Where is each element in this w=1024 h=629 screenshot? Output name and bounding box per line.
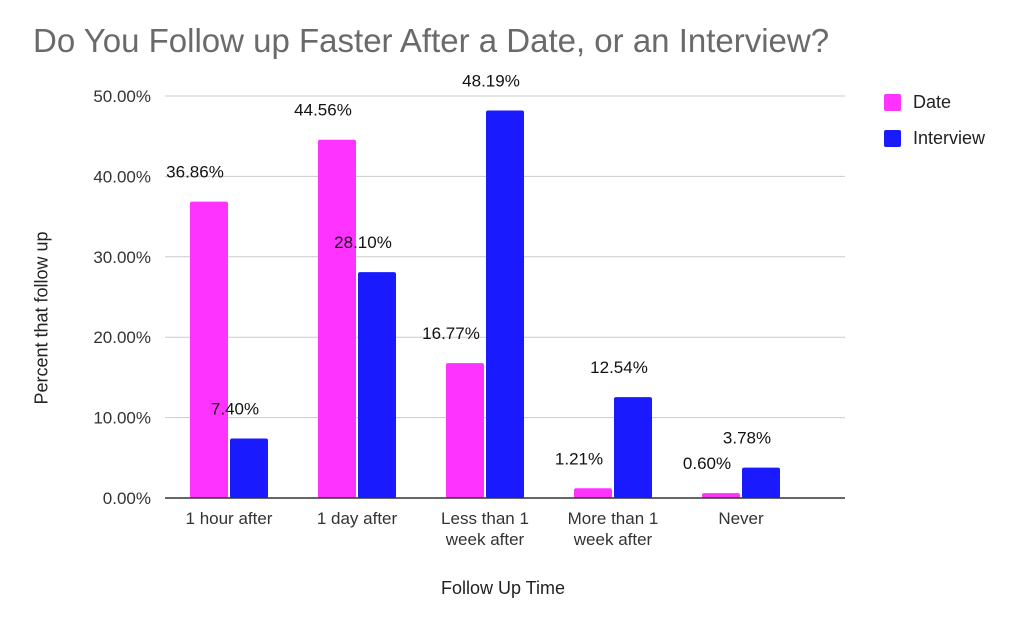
y-tick-label: 10.00% [93,409,151,428]
x-tick-label: Never [718,509,764,528]
bar-date [574,488,612,498]
y-tick-label: 30.00% [93,248,151,267]
data-label: 0.60% [683,454,731,473]
data-label: 36.86% [166,163,224,182]
bar-interview [230,438,268,498]
legend-label-interview: Interview [913,127,986,148]
x-axis-label: Follow Up Time [440,578,566,598]
data-label: 1.21% [555,449,603,468]
bar-date [702,493,740,498]
data-label: 12.54% [590,358,648,377]
bar-interview [614,397,652,498]
legend-item-date: Date [884,84,985,120]
chart-title: Do You Follow up Faster After a Date, or… [33,22,830,59]
data-label: 44.56% [294,101,352,120]
y-tick-label: 50.00% [93,87,151,106]
y-tick-label: 20.00% [93,328,151,347]
x-tick-label: 1 hour after [186,509,273,528]
x-tick-label: 1 day after [317,509,398,528]
legend: Date Interview [884,84,985,156]
legend-swatch-date [884,93,901,111]
bar-date [446,363,484,498]
y-tick-label: 0.00% [103,489,151,508]
data-label: 48.19% [462,72,520,91]
legend-item-interview: Interview [884,120,985,156]
x-tick-label: Less than 1 week after [441,509,529,549]
legend-swatch-interview [884,129,901,147]
data-label: 3.78% [723,429,771,448]
bar-date [190,201,228,498]
data-label: 7.40% [211,400,259,419]
x-tick-label: More than 1 week after [568,509,659,549]
data-label: 16.77% [422,324,480,343]
bar-interview [358,272,396,498]
y-tick-label: 40.00% [93,167,151,186]
bar-interview [742,467,780,498]
bar-interview [486,110,524,498]
legend-label-date: Date [913,91,952,112]
bar-date [318,139,356,498]
data-label: 28.10% [334,233,392,252]
